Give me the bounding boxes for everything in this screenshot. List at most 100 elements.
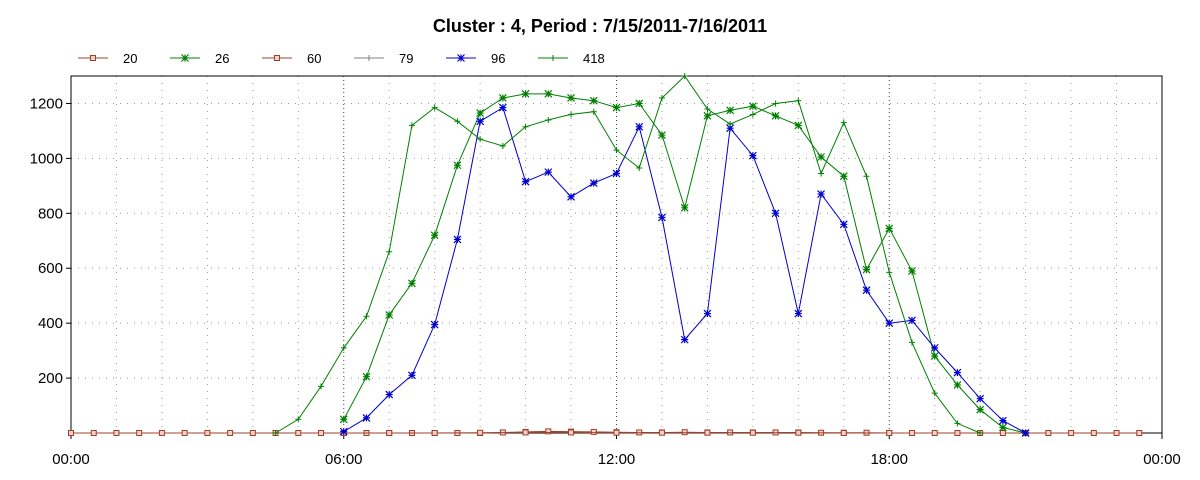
data-point [1068,430,1075,436]
legend-item-60: 60 [262,51,321,66]
data-point [1113,430,1120,436]
data-point [545,428,552,435]
data-point [613,429,620,436]
x-tick-label: 00:00 [1143,451,1181,468]
series-line [343,93,1026,434]
data-point [68,430,74,436]
data-point [748,102,757,111]
data-point [771,209,780,218]
data-point [295,430,302,436]
data-point [589,179,598,188]
data-point [362,413,371,422]
data-point [204,430,211,436]
y-tick-label: 1200 [30,95,63,112]
series-line [343,106,1026,434]
axes [66,75,1163,439]
data-point [295,416,302,423]
data-point [521,89,530,98]
data-point [339,427,348,436]
data-point [954,420,961,427]
data-point [181,54,189,62]
data-point [544,89,553,98]
data-point [931,390,938,397]
legend-label: 96 [491,51,505,66]
y-tick-label: 600 [38,260,63,277]
data-point [748,151,757,160]
data-point [885,224,894,233]
data-point [227,430,234,436]
legend-label: 20 [123,51,137,66]
data-point [1090,430,1097,436]
data-point [840,430,847,436]
legend-item-26: 26 [170,51,229,66]
data-point [795,97,802,104]
legend-label: 26 [215,51,229,66]
data-point [681,429,688,436]
data-point [567,94,575,102]
data-point [408,122,415,129]
data-point [477,429,484,436]
legend: 20 26 60 79 96 418 [78,51,605,66]
data-point [339,415,348,424]
data-point [568,429,575,436]
series-96 [339,103,1030,437]
data-point [249,430,256,436]
data-point [590,428,597,435]
data-point [885,319,894,328]
data-point [636,164,643,171]
data-point [704,429,711,436]
data-point [658,213,666,222]
data-point [726,106,735,115]
data-point [749,111,756,118]
series-26 [339,89,1030,437]
data-point [544,168,553,177]
y-tick-label: 400 [38,315,63,332]
data-point [498,103,507,112]
data-point [385,310,394,319]
data-point [386,430,393,436]
data-point [136,430,143,436]
data-point [181,430,188,436]
data-point [613,147,620,154]
data-point [908,339,915,346]
data-point [930,343,939,352]
data-point [863,173,870,180]
data-point [953,381,962,389]
data-point [550,55,556,61]
data-point [457,54,465,62]
legend-label: 60 [307,51,321,66]
data-point [635,99,644,108]
data-point [318,383,325,390]
data-point [931,430,938,436]
data-point [590,108,597,115]
data-point [749,429,756,436]
data-point [818,170,825,177]
data-point [839,220,848,229]
data-point [817,153,825,161]
data-point [999,430,1006,436]
data-point [930,352,939,361]
data-point [908,430,915,436]
data-point [318,430,325,436]
data-point [817,190,825,199]
data-point [727,121,734,128]
data-point [908,267,916,275]
data-point [1021,429,1030,437]
data-point [658,94,665,101]
series-line [275,75,981,434]
y-tick-label: 1000 [30,150,63,167]
data-point [862,286,871,295]
data-point [522,429,529,436]
tick-labels: 00:00 06:00 12:00 18:00 00:00 200 400 600 800 100… [30,95,1181,468]
data-point [658,131,666,139]
data-point [908,316,916,325]
data-point [113,430,120,436]
y-tick-label: 800 [38,205,63,222]
data-point [886,269,893,276]
data-point [476,117,485,126]
data-point [680,203,689,212]
data-point [90,55,96,61]
legend-label: 418 [583,51,605,66]
legend-item-418: 418 [538,51,605,66]
